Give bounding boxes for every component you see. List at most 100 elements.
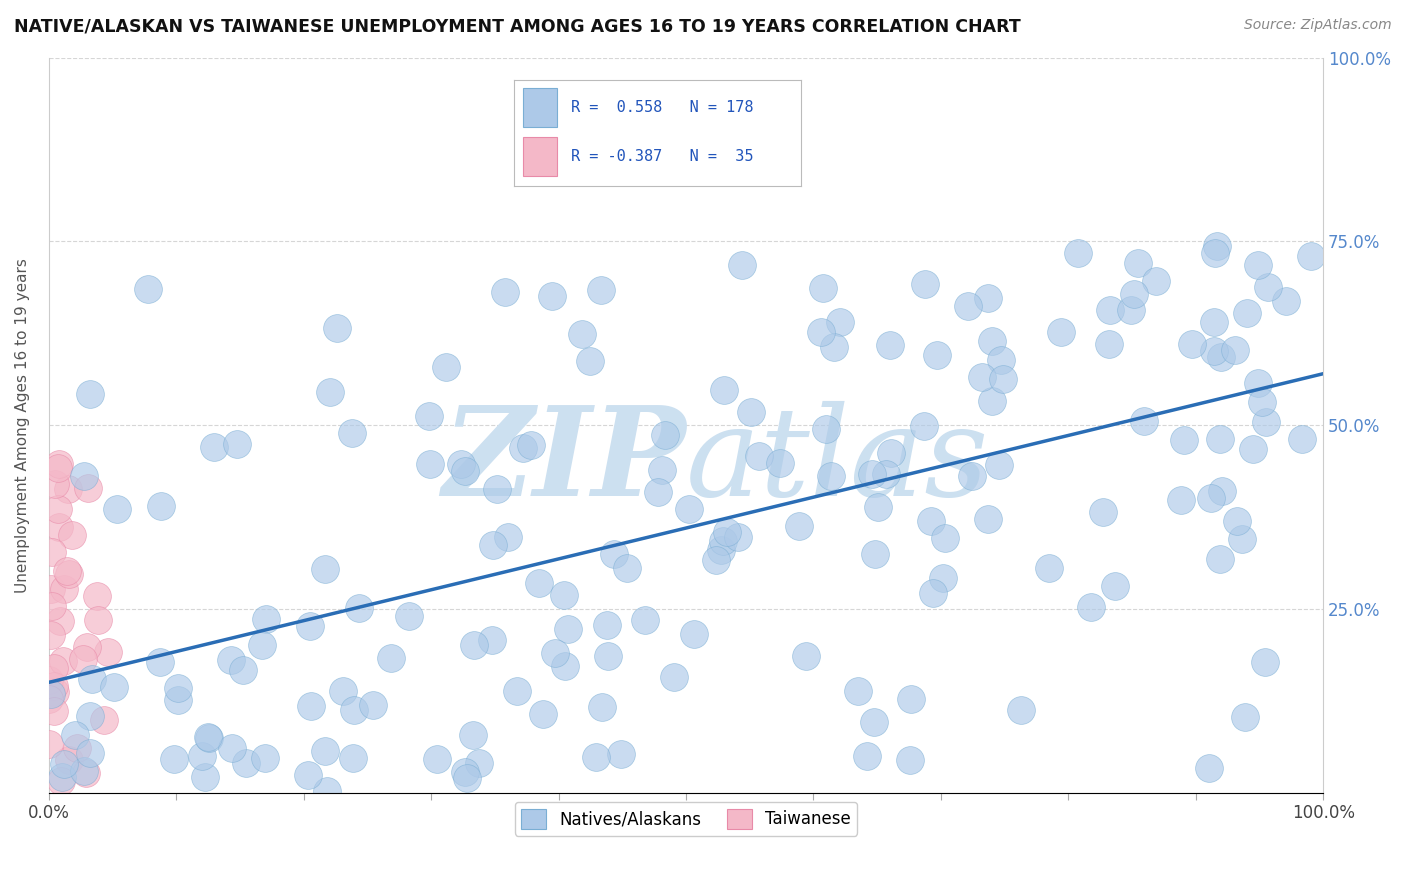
Point xyxy=(1170,493,1192,508)
Point xyxy=(811,281,834,295)
Point xyxy=(855,748,877,763)
Point xyxy=(731,258,754,272)
Point xyxy=(990,353,1012,368)
Point xyxy=(167,681,190,695)
Point xyxy=(1223,343,1246,358)
Point xyxy=(727,530,749,544)
Point xyxy=(166,693,188,707)
Point xyxy=(863,714,886,729)
Point xyxy=(591,284,613,298)
Point xyxy=(922,586,945,600)
Point xyxy=(1144,274,1167,288)
Point xyxy=(76,481,98,495)
Point xyxy=(482,537,505,551)
Point xyxy=(197,730,219,744)
Point xyxy=(977,512,1000,526)
Point xyxy=(711,533,734,548)
Point xyxy=(914,277,936,291)
Point xyxy=(66,740,89,755)
Text: Source: ZipAtlas.com: Source: ZipAtlas.com xyxy=(1244,18,1392,32)
Point xyxy=(960,469,983,483)
Point xyxy=(1253,656,1275,670)
Point xyxy=(794,648,817,663)
Point xyxy=(342,750,364,764)
Point xyxy=(39,684,62,698)
Point xyxy=(463,728,485,742)
Point xyxy=(87,613,110,627)
Point xyxy=(301,698,323,713)
Point xyxy=(1104,578,1126,592)
Point xyxy=(1275,294,1298,309)
Point xyxy=(56,564,79,578)
Point xyxy=(1233,709,1256,723)
Point xyxy=(912,418,935,433)
Point xyxy=(163,752,186,766)
Point xyxy=(1254,415,1277,429)
Point xyxy=(787,519,810,533)
Point xyxy=(848,684,870,698)
Point xyxy=(426,752,449,766)
Point xyxy=(197,731,219,745)
Point xyxy=(46,460,69,475)
Point xyxy=(380,651,402,665)
Point xyxy=(73,764,96,779)
Point xyxy=(468,756,491,771)
Point xyxy=(1121,303,1143,318)
Point xyxy=(42,679,65,693)
Point xyxy=(39,582,62,596)
Point xyxy=(988,458,1011,472)
Point xyxy=(980,334,1002,349)
Point xyxy=(1080,600,1102,615)
Point xyxy=(1209,432,1232,446)
Point xyxy=(52,654,75,668)
Text: atlas: atlas xyxy=(686,401,990,523)
Point xyxy=(314,744,336,758)
Point xyxy=(571,327,593,342)
Point xyxy=(38,691,60,706)
Point xyxy=(44,685,66,699)
Point xyxy=(585,749,607,764)
Point xyxy=(96,645,118,659)
Point xyxy=(454,464,477,478)
Point xyxy=(603,547,626,561)
Point xyxy=(1211,484,1233,499)
Point xyxy=(1204,246,1226,260)
Point xyxy=(73,468,96,483)
Point xyxy=(970,369,993,384)
Point xyxy=(56,483,79,497)
Point xyxy=(299,619,322,633)
Point xyxy=(1202,315,1225,329)
Point xyxy=(543,646,565,660)
Point xyxy=(879,338,901,352)
Point xyxy=(41,545,63,559)
Point xyxy=(219,653,242,667)
Point xyxy=(927,348,949,362)
Point xyxy=(52,582,75,596)
Point xyxy=(591,699,613,714)
Point xyxy=(769,456,792,470)
Point xyxy=(1038,560,1060,574)
Point xyxy=(1122,287,1144,301)
Point xyxy=(880,446,903,460)
Point xyxy=(343,703,366,717)
Legend: Natives/Alaskans, Taiwanese: Natives/Alaskans, Taiwanese xyxy=(515,802,858,836)
Point xyxy=(710,542,733,557)
Point xyxy=(149,656,172,670)
Point xyxy=(651,463,673,477)
Point xyxy=(1128,256,1150,270)
Point xyxy=(326,321,349,335)
Point xyxy=(505,684,527,698)
Point xyxy=(1067,245,1090,260)
Point xyxy=(678,501,700,516)
Point xyxy=(38,737,60,751)
Point xyxy=(1181,336,1204,351)
Point xyxy=(49,615,72,629)
Point xyxy=(456,771,478,785)
Point xyxy=(598,649,620,664)
Point xyxy=(103,680,125,694)
Point xyxy=(44,477,66,491)
Point xyxy=(991,372,1014,386)
Point xyxy=(740,405,762,419)
Point xyxy=(1098,303,1121,318)
Point xyxy=(704,553,727,567)
